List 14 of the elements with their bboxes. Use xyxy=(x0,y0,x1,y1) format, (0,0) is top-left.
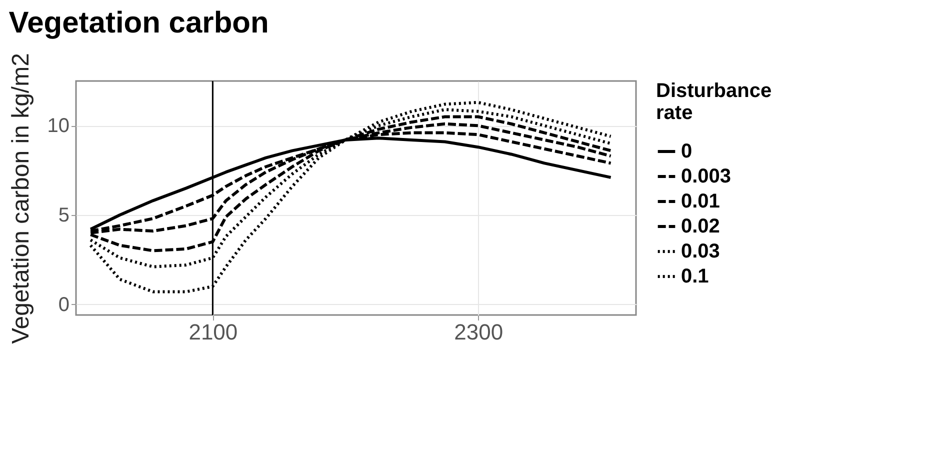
chart-title: Vegetation carbon xyxy=(8,6,269,40)
legend-label: 0.02 xyxy=(681,216,720,238)
legend-label: 0.03 xyxy=(681,240,720,262)
legend-label: 0.003 xyxy=(681,166,732,188)
x-tick-label: 2100 xyxy=(188,320,238,344)
x-tick-label: 2300 xyxy=(454,320,504,344)
y-axis-title: Vegetation carbon in kg/m2 xyxy=(7,53,34,344)
legend-label: 0.1 xyxy=(681,266,709,288)
y-tick-label: 5 xyxy=(58,204,70,226)
legend-title: Disturbance rate xyxy=(656,80,772,124)
legend-label: 0 xyxy=(681,140,692,162)
y-tick-label: 10 xyxy=(47,115,70,138)
legend-label: 0.01 xyxy=(681,190,720,212)
y-tick-label: 0 xyxy=(58,294,70,316)
